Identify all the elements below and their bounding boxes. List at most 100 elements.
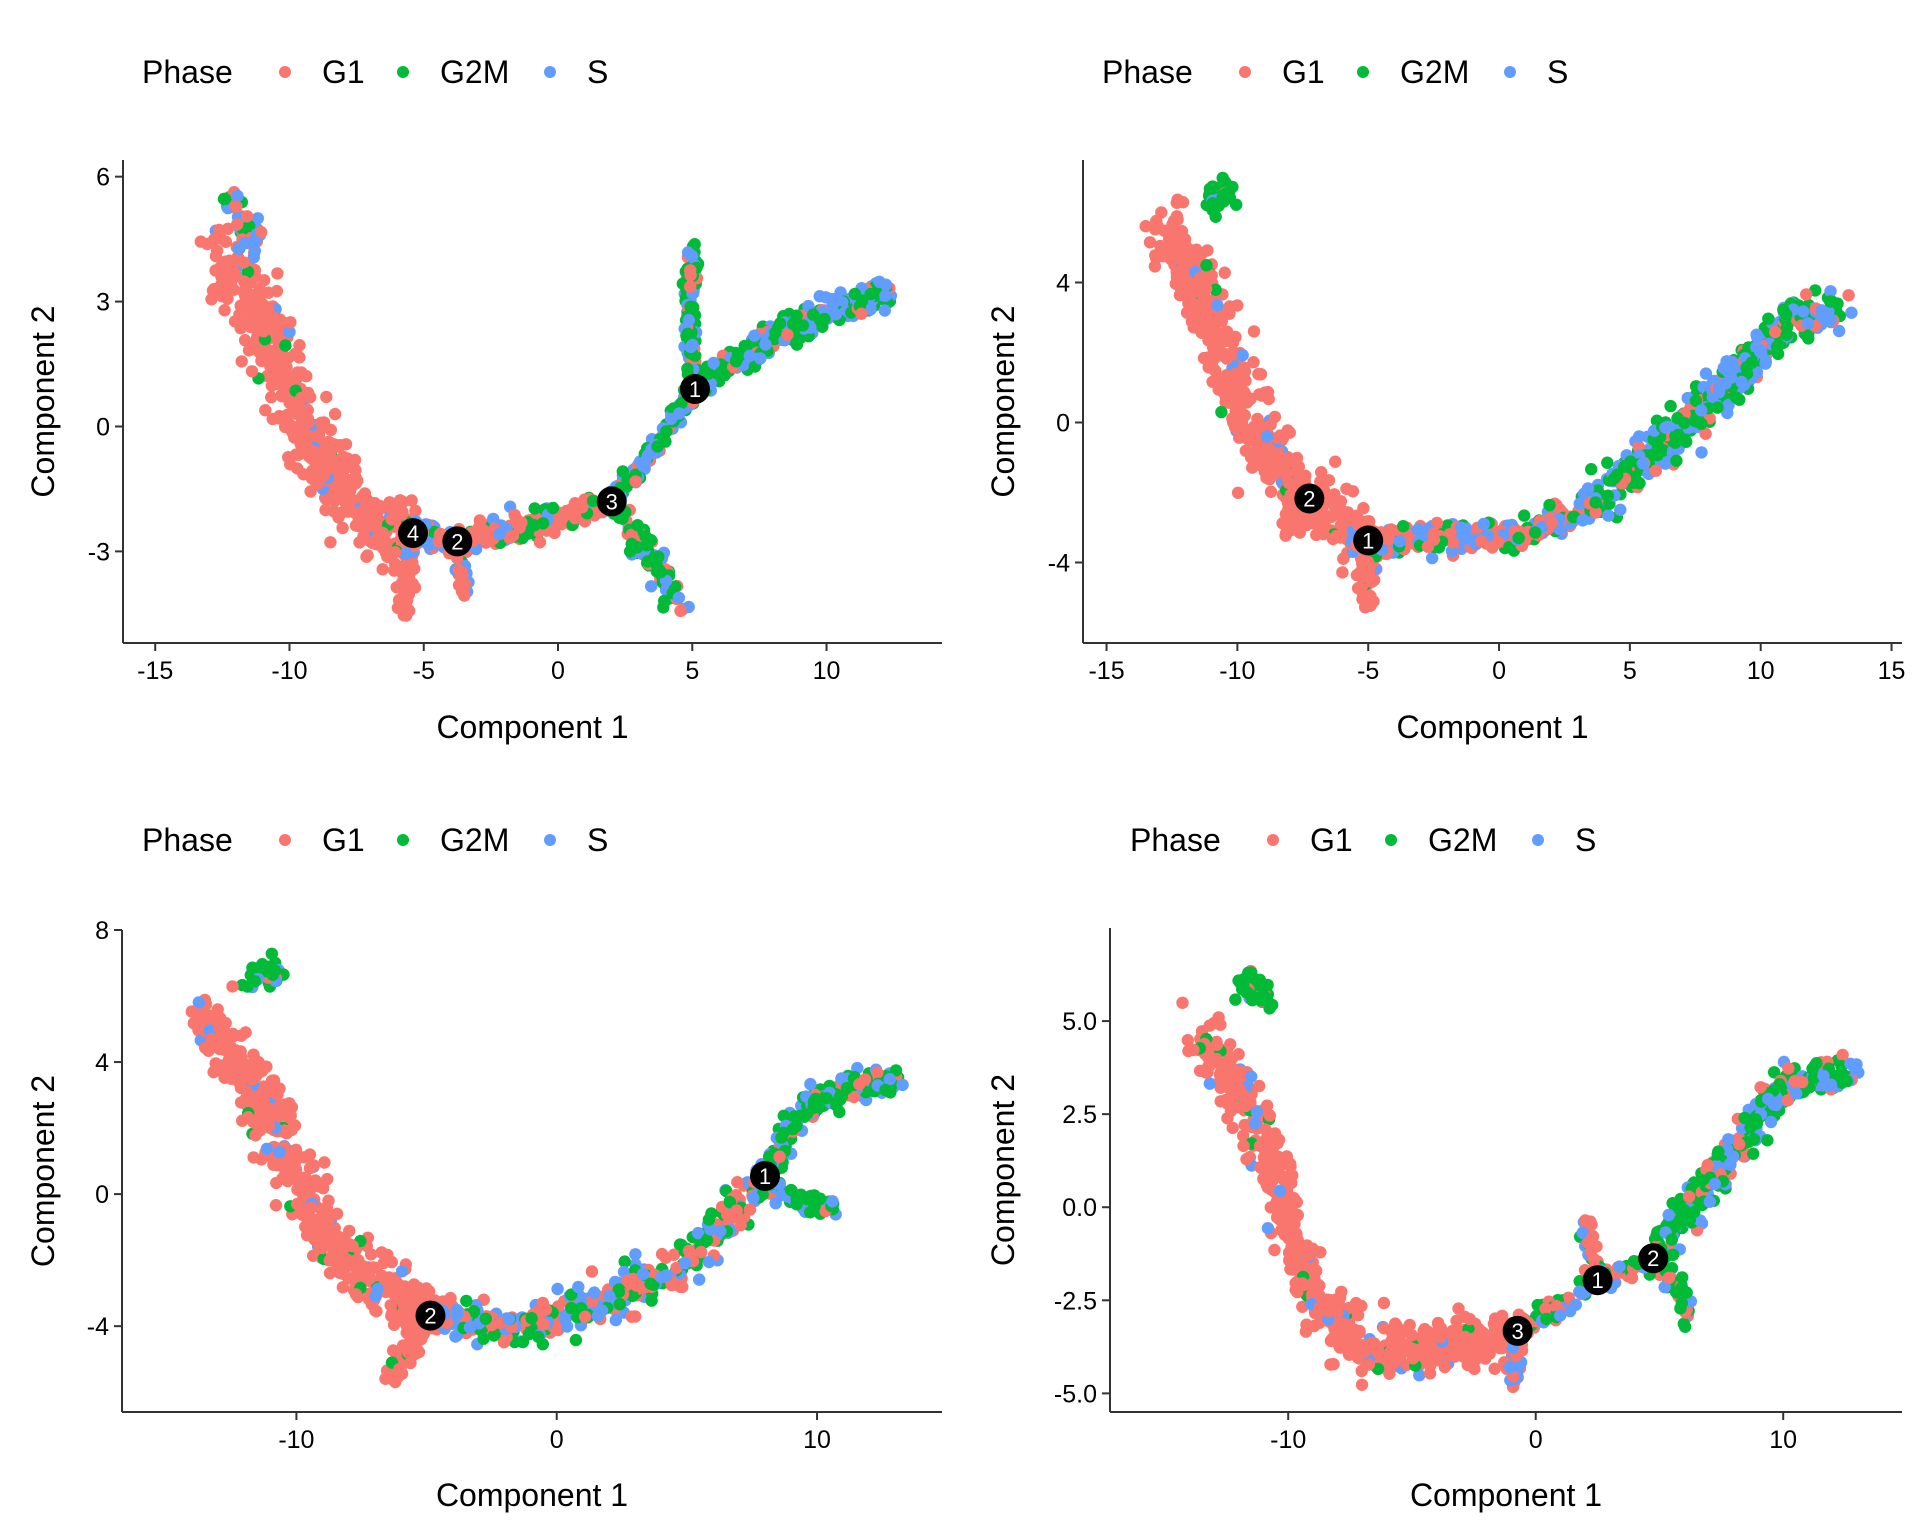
data-point	[381, 1248, 394, 1261]
data-point	[343, 1224, 356, 1238]
data-point	[1678, 416, 1691, 430]
data-point	[510, 512, 523, 525]
state-marker: 3	[596, 486, 627, 517]
data-point	[729, 355, 743, 368]
data-point	[1589, 506, 1602, 519]
data-point	[255, 226, 268, 239]
data-point	[209, 249, 223, 263]
data-point	[264, 360, 277, 373]
legend-label: G1	[322, 822, 365, 858]
data-point	[1215, 405, 1228, 419]
data-point	[328, 494, 341, 508]
data-point	[1177, 261, 1190, 274]
data-point	[1169, 238, 1183, 251]
data-point	[1632, 440, 1645, 453]
data-point	[315, 416, 328, 429]
data-point	[1780, 328, 1793, 341]
data-point	[1208, 198, 1222, 211]
data-point	[1455, 521, 1468, 534]
data-point	[305, 1201, 318, 1214]
data-point	[199, 1041, 212, 1054]
data-point	[257, 1094, 270, 1107]
legend-title: Phase	[1130, 822, 1221, 858]
data-point	[328, 407, 342, 421]
data-point	[319, 491, 332, 505]
state-marker: 2	[442, 526, 473, 557]
data-point	[565, 1301, 578, 1315]
data-point	[1229, 993, 1242, 1006]
data-point	[293, 339, 306, 352]
legend-label: S	[1547, 54, 1568, 90]
data-point	[209, 1057, 222, 1070]
data-point	[533, 536, 547, 549]
data-point	[241, 265, 255, 279]
data-point	[1767, 1066, 1781, 1079]
data-point	[803, 1190, 816, 1203]
y-tick-label: -3	[88, 538, 110, 566]
data-point	[889, 1064, 903, 1077]
data-point	[249, 1060, 263, 1073]
data-point	[731, 1176, 744, 1189]
data-point	[1750, 366, 1764, 379]
data-point	[1670, 454, 1683, 467]
data-point	[1197, 300, 1210, 314]
data-point	[1762, 312, 1775, 325]
data-point	[1777, 303, 1790, 317]
data-point	[387, 564, 401, 577]
points	[1139, 171, 1858, 614]
legend-key-g1	[279, 66, 291, 78]
legend-key-s	[1532, 834, 1544, 846]
data-point	[1268, 1243, 1281, 1257]
data-point	[1139, 220, 1152, 233]
data-point	[759, 338, 772, 351]
data-point	[781, 328, 794, 341]
data-point	[826, 292, 839, 306]
data-point	[217, 192, 231, 206]
data-point	[238, 275, 251, 288]
x-tick-label: 5	[685, 657, 699, 685]
data-point	[1361, 555, 1375, 569]
data-point	[267, 1158, 280, 1171]
data-point	[228, 315, 242, 328]
data-point	[1322, 474, 1336, 487]
data-point	[185, 1005, 198, 1018]
data-point	[569, 512, 582, 525]
data-point	[688, 238, 701, 251]
data-point	[1226, 1121, 1239, 1135]
data-point	[395, 1265, 409, 1278]
data-point	[1224, 387, 1237, 400]
data-point	[673, 407, 686, 420]
data-point	[283, 325, 296, 339]
data-point	[283, 1155, 296, 1168]
points	[1176, 964, 1865, 1394]
data-point	[330, 454, 343, 468]
x-tick-label: -10	[271, 657, 307, 685]
legend-key-s	[1504, 66, 1516, 78]
x-tick-label: -15	[1088, 657, 1124, 685]
x-axis-title: Component 1	[436, 1477, 628, 1513]
data-point	[1581, 482, 1595, 495]
data-point	[1585, 463, 1598, 476]
data-point	[271, 1103, 284, 1116]
data-point	[1426, 551, 1439, 565]
data-point	[878, 304, 891, 317]
data-point	[659, 1251, 672, 1264]
data-point	[784, 1183, 798, 1197]
data-point	[1324, 1358, 1337, 1371]
data-point	[873, 275, 886, 288]
data-point	[248, 336, 261, 349]
data-point	[723, 1195, 737, 1209]
data-point	[826, 1195, 839, 1208]
data-point	[187, 1017, 200, 1030]
data-point	[260, 964, 273, 978]
data-point	[364, 1271, 377, 1285]
data-point	[1215, 329, 1229, 342]
data-point	[261, 320, 274, 333]
data-point	[762, 1150, 776, 1163]
data-point	[1356, 588, 1370, 601]
data-point	[712, 368, 726, 381]
data-point	[1842, 289, 1855, 302]
data-point	[1203, 1077, 1216, 1090]
data-point	[405, 494, 418, 507]
data-point	[1336, 566, 1349, 579]
